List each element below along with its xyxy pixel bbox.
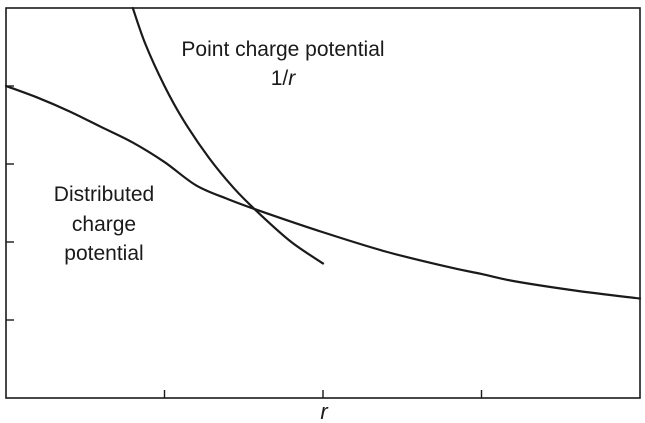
y-axis-ticks bbox=[6, 85, 14, 321]
point-charge-formula-label: 1/r bbox=[271, 67, 297, 90]
distributed-charge-potential-curve bbox=[4, 84, 642, 300]
x-axis-ticks bbox=[163, 390, 483, 398]
distributed-charge-label-line3: potential bbox=[64, 242, 143, 265]
distributed-charge-label-line2: charge bbox=[72, 213, 136, 236]
x-axis-label: r bbox=[320, 399, 329, 423]
distributed-charge-label-line1: Distributed bbox=[54, 183, 154, 206]
point-charge-label: Point charge potential bbox=[181, 38, 384, 61]
point-charge-potential-curve bbox=[131, 6, 325, 265]
